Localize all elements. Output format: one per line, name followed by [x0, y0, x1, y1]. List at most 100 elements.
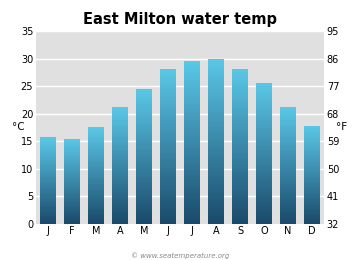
Bar — [208, 199, 224, 201]
Bar — [256, 113, 272, 115]
Bar — [40, 163, 56, 164]
Bar — [280, 138, 296, 139]
Bar — [208, 178, 224, 180]
Bar — [88, 132, 104, 133]
Bar — [112, 135, 128, 136]
Bar — [64, 157, 80, 158]
Bar — [64, 156, 80, 157]
Bar — [304, 147, 320, 148]
Bar — [208, 106, 224, 108]
Bar — [184, 179, 200, 181]
Bar — [136, 90, 152, 92]
Bar — [136, 114, 152, 116]
Bar — [112, 123, 128, 125]
Bar — [280, 219, 296, 221]
Bar — [112, 184, 128, 186]
Bar — [184, 61, 200, 63]
Bar — [304, 194, 320, 196]
Bar — [184, 177, 200, 179]
Bar — [304, 221, 320, 222]
Bar — [88, 150, 104, 151]
Bar — [184, 171, 200, 173]
Bar — [112, 159, 128, 161]
Bar — [256, 159, 272, 160]
Bar — [88, 191, 104, 192]
Bar — [304, 165, 320, 166]
Bar — [112, 164, 128, 165]
Bar — [280, 108, 296, 110]
Bar — [64, 175, 80, 176]
Bar — [40, 207, 56, 209]
Bar — [40, 145, 56, 146]
Bar — [160, 114, 176, 115]
Bar — [280, 141, 296, 142]
Bar — [40, 204, 56, 205]
Bar — [280, 189, 296, 190]
Bar — [232, 150, 248, 152]
Bar — [256, 203, 272, 204]
Bar — [280, 209, 296, 211]
Bar — [40, 167, 56, 168]
Bar — [280, 127, 296, 129]
Bar — [88, 160, 104, 161]
Bar — [208, 162, 224, 164]
Bar — [184, 211, 200, 213]
Bar — [280, 132, 296, 133]
Bar — [88, 130, 104, 131]
Bar — [208, 153, 224, 155]
Bar — [136, 139, 152, 141]
Bar — [88, 165, 104, 166]
Bar — [280, 186, 296, 187]
Bar — [232, 82, 248, 84]
Bar — [112, 129, 128, 130]
Bar — [160, 96, 176, 98]
Bar — [208, 116, 224, 119]
Bar — [280, 152, 296, 154]
Bar — [256, 183, 272, 185]
Bar — [88, 156, 104, 158]
Bar — [280, 173, 296, 174]
Bar — [88, 198, 104, 200]
Bar — [136, 217, 152, 219]
Bar — [304, 161, 320, 162]
Bar — [280, 192, 296, 193]
Bar — [88, 143, 104, 144]
Bar — [112, 168, 128, 170]
Bar — [304, 140, 320, 142]
Bar — [88, 173, 104, 174]
Bar — [160, 108, 176, 110]
Bar — [64, 176, 80, 177]
Bar — [40, 177, 56, 178]
Bar — [88, 178, 104, 179]
Bar — [304, 188, 320, 189]
Bar — [136, 102, 152, 104]
Bar — [280, 211, 296, 212]
Bar — [208, 186, 224, 188]
Bar — [88, 201, 104, 202]
Bar — [256, 99, 272, 100]
Bar — [232, 148, 248, 150]
Bar — [208, 102, 224, 104]
Bar — [256, 146, 272, 148]
Bar — [88, 161, 104, 162]
Bar — [112, 116, 128, 117]
Bar — [40, 202, 56, 203]
Bar — [136, 148, 152, 150]
Bar — [184, 197, 200, 199]
Bar — [64, 200, 80, 202]
Bar — [160, 208, 176, 210]
Bar — [304, 155, 320, 156]
Bar — [184, 78, 200, 80]
Bar — [256, 109, 272, 111]
Bar — [160, 142, 176, 145]
Bar — [256, 180, 272, 181]
Bar — [64, 214, 80, 215]
Bar — [304, 213, 320, 214]
Bar — [40, 185, 56, 186]
Bar — [136, 175, 152, 177]
Bar — [40, 144, 56, 145]
Bar — [184, 92, 200, 94]
Bar — [208, 123, 224, 125]
Bar — [40, 153, 56, 154]
Bar — [208, 205, 224, 207]
